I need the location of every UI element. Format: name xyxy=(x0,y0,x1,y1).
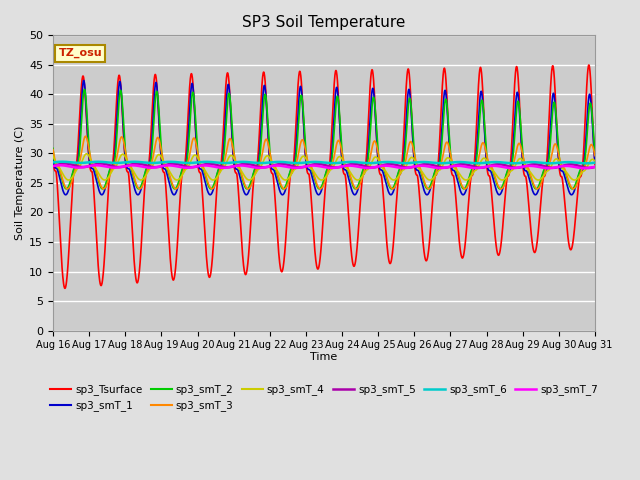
sp3_Tsurface xyxy=(61,286,68,291)
sp3_smT_7 xyxy=(49,163,57,169)
sp3_smT_3 xyxy=(351,186,359,192)
sp3_smT_5 xyxy=(482,164,490,170)
sp3_smT_4 xyxy=(351,176,359,182)
sp3_smT_3 xyxy=(200,168,208,173)
sp3_smT_1 xyxy=(80,78,88,84)
sp3_smT_3 xyxy=(482,148,490,154)
sp3_smT_4 xyxy=(559,166,566,171)
sp3_smT_1 xyxy=(49,155,57,160)
Title: SP3 Soil Temperature: SP3 Soil Temperature xyxy=(243,15,406,30)
sp3_smT_2 xyxy=(591,151,599,157)
sp3_smT_4 xyxy=(200,167,208,172)
sp3_smT_7 xyxy=(580,166,588,171)
Line: sp3_Tsurface: sp3_Tsurface xyxy=(53,65,595,288)
sp3_smT_5 xyxy=(351,161,359,167)
sp3_smT_6 xyxy=(340,159,348,165)
sp3_smT_7 xyxy=(543,166,551,171)
sp3_smT_2 xyxy=(482,140,490,145)
sp3_smT_4 xyxy=(83,151,90,156)
sp3_smT_1 xyxy=(200,176,208,182)
sp3_smT_6 xyxy=(591,160,599,166)
sp3_smT_7 xyxy=(56,162,64,168)
sp3_Tsurface xyxy=(591,162,599,168)
sp3_smT_4 xyxy=(591,158,599,164)
Line: sp3_smT_5: sp3_smT_5 xyxy=(53,164,595,168)
Y-axis label: Soil Temperature (C): Soil Temperature (C) xyxy=(15,126,25,240)
sp3_smT_6 xyxy=(543,160,551,166)
sp3_smT_6 xyxy=(582,160,590,166)
sp3_smT_5 xyxy=(591,164,599,170)
X-axis label: Time: Time xyxy=(310,352,338,362)
sp3_smT_7 xyxy=(351,163,359,169)
sp3_smT_6 xyxy=(482,160,490,166)
sp3_Tsurface xyxy=(482,145,490,151)
sp3_Tsurface xyxy=(340,170,348,176)
sp3_smT_6 xyxy=(200,159,208,165)
sp3_smT_2 xyxy=(544,163,552,169)
sp3_smT_2 xyxy=(340,162,348,168)
sp3_smT_1 xyxy=(544,162,552,168)
sp3_Tsurface xyxy=(543,151,551,157)
sp3_smT_3 xyxy=(340,158,348,164)
Text: TZ_osu: TZ_osu xyxy=(58,48,102,58)
Line: sp3_smT_4: sp3_smT_4 xyxy=(53,154,595,180)
sp3_smT_2 xyxy=(81,86,88,92)
sp3_smT_4 xyxy=(340,159,348,165)
sp3_smT_3 xyxy=(82,133,90,139)
sp3_smT_4 xyxy=(534,177,542,183)
sp3_smT_2 xyxy=(49,145,57,151)
sp3_smT_5 xyxy=(61,161,68,167)
sp3_smT_5 xyxy=(49,163,57,169)
sp3_smT_6 xyxy=(351,159,359,165)
sp3_smT_2 xyxy=(200,169,208,175)
Line: sp3_smT_1: sp3_smT_1 xyxy=(53,81,595,195)
sp3_smT_7 xyxy=(591,164,599,169)
sp3_smT_4 xyxy=(544,168,552,174)
sp3_smT_5 xyxy=(340,163,348,169)
sp3_smT_4 xyxy=(49,153,57,159)
sp3_smT_2 xyxy=(352,186,360,192)
sp3_Tsurface xyxy=(200,223,208,229)
sp3_Tsurface xyxy=(585,62,593,68)
sp3_smT_7 xyxy=(559,163,566,169)
sp3_smT_4 xyxy=(482,156,490,162)
sp3_smT_1 xyxy=(340,166,348,172)
sp3_Tsurface xyxy=(351,259,359,264)
sp3_smT_5 xyxy=(559,163,566,169)
sp3_smT_1 xyxy=(352,192,360,197)
sp3_smT_7 xyxy=(200,163,208,168)
sp3_smT_1 xyxy=(591,159,599,165)
sp3_Tsurface xyxy=(559,176,566,182)
Line: sp3_smT_6: sp3_smT_6 xyxy=(53,162,595,163)
sp3_smT_5 xyxy=(200,161,208,167)
sp3_smT_3 xyxy=(559,165,566,170)
Line: sp3_smT_2: sp3_smT_2 xyxy=(53,89,595,189)
sp3_smT_3 xyxy=(544,165,552,170)
sp3_smT_6 xyxy=(559,159,566,165)
sp3_smT_6 xyxy=(58,159,66,165)
sp3_smT_3 xyxy=(49,147,57,153)
sp3_Tsurface xyxy=(49,158,57,164)
Line: sp3_smT_7: sp3_smT_7 xyxy=(53,165,595,168)
sp3_smT_3 xyxy=(591,153,599,158)
sp3_smT_6 xyxy=(49,159,57,165)
sp3_smT_7 xyxy=(482,164,490,170)
sp3_smT_3 xyxy=(389,186,397,192)
sp3_smT_1 xyxy=(559,168,566,174)
sp3_smT_1 xyxy=(482,149,490,155)
sp3_smT_7 xyxy=(340,163,348,169)
sp3_smT_1 xyxy=(278,192,286,198)
sp3_smT_2 xyxy=(559,165,566,171)
sp3_smT_5 xyxy=(543,164,551,170)
sp3_smT_5 xyxy=(585,165,593,171)
sp3_smT_2 xyxy=(207,186,215,192)
Legend: sp3_Tsurface, sp3_smT_1, sp3_smT_2, sp3_smT_3, sp3_smT_4, sp3_smT_5, sp3_smT_6, : sp3_Tsurface, sp3_smT_1, sp3_smT_2, sp3_… xyxy=(46,380,602,416)
Line: sp3_smT_3: sp3_smT_3 xyxy=(53,136,595,189)
